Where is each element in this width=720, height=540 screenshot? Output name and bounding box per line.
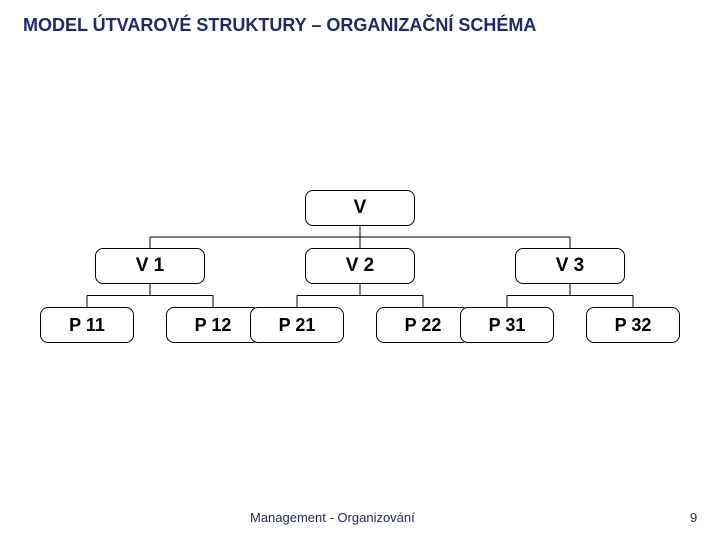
page-number: 9	[690, 510, 697, 525]
org-node-p31: P 31	[460, 307, 554, 343]
org-node-p21: P 21	[250, 307, 344, 343]
footer-text: Management - Organizování	[250, 510, 415, 525]
org-node-p32: P 32	[586, 307, 680, 343]
org-node-v3: V 3	[515, 248, 625, 284]
org-node-p12: P 12	[166, 307, 260, 343]
org-node-v1: V 1	[95, 248, 205, 284]
org-node-v: V	[305, 190, 415, 226]
org-node-p11: P 11	[40, 307, 134, 343]
org-node-v2: V 2	[305, 248, 415, 284]
org-node-p22: P 22	[376, 307, 470, 343]
page-title: MODEL ÚTVAROVÉ STRUKTURY – ORGANIZAČNÍ S…	[23, 15, 536, 36]
